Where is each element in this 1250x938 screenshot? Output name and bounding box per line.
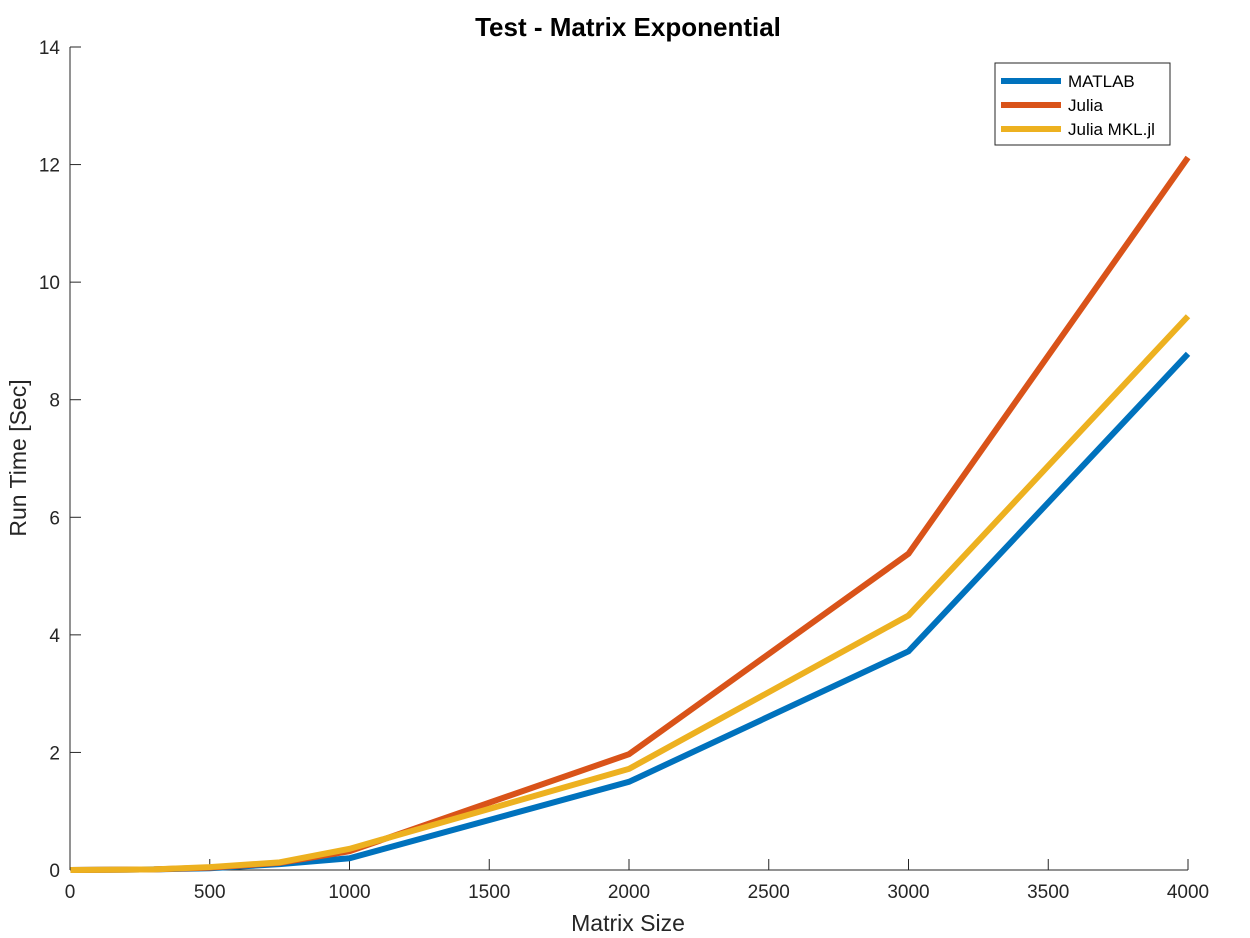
legend-entry-label: MATLAB	[1068, 72, 1135, 91]
x-tick-label: 2000	[608, 882, 650, 903]
y-tick-label: 4	[49, 626, 60, 647]
x-tick-label: 3000	[887, 882, 929, 903]
x-axis-ticks: 0 500 1000 1500 2000 2500 3000 3500 4000	[65, 859, 1209, 903]
x-tick-label: 3500	[1027, 882, 1069, 903]
x-tick-label: 0	[65, 882, 76, 903]
y-tick-label: 10	[39, 273, 60, 294]
y-axis-label: Run Time [Sec]	[5, 379, 31, 536]
x-tick-label: 1000	[328, 882, 370, 903]
chart-title: Test - Matrix Exponential	[475, 12, 781, 42]
y-axis-ticks: 0 2 4 6 8 10 12 14	[39, 38, 81, 882]
y-tick-label: 2	[49, 743, 60, 764]
legend-entry-label: Julia	[1068, 96, 1104, 115]
legend: MATLAB Julia Julia MKL.jl	[994, 62, 1171, 146]
x-tick-label: 2500	[748, 882, 790, 903]
y-tick-label: 8	[49, 391, 60, 412]
x-axis-label: Matrix Size	[571, 910, 685, 936]
y-tick-label: 12	[39, 156, 60, 177]
x-tick-label: 1500	[468, 882, 510, 903]
y-tick-label: 0	[49, 861, 60, 882]
x-tick-label: 4000	[1167, 882, 1209, 903]
y-tick-label: 14	[39, 38, 61, 59]
y-tick-label: 6	[49, 508, 60, 529]
legend-entry-label: Julia MKL.jl	[1068, 120, 1155, 139]
series-line-julia-mkl-jl	[70, 314, 1191, 873]
x-tick-label: 500	[194, 882, 226, 903]
plot-series	[70, 155, 1191, 873]
